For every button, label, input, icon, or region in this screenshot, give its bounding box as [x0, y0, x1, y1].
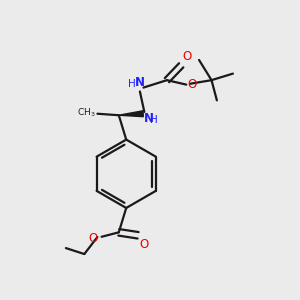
Text: CH$_3$: CH$_3$	[77, 106, 96, 119]
Text: N: N	[135, 76, 145, 89]
Text: N: N	[144, 112, 154, 125]
Text: O: O	[139, 238, 148, 251]
Polygon shape	[119, 111, 143, 117]
Text: O: O	[187, 77, 196, 91]
Text: O: O	[182, 50, 191, 63]
Text: H: H	[128, 79, 136, 89]
Text: H: H	[150, 115, 158, 125]
Text: O: O	[88, 232, 98, 245]
